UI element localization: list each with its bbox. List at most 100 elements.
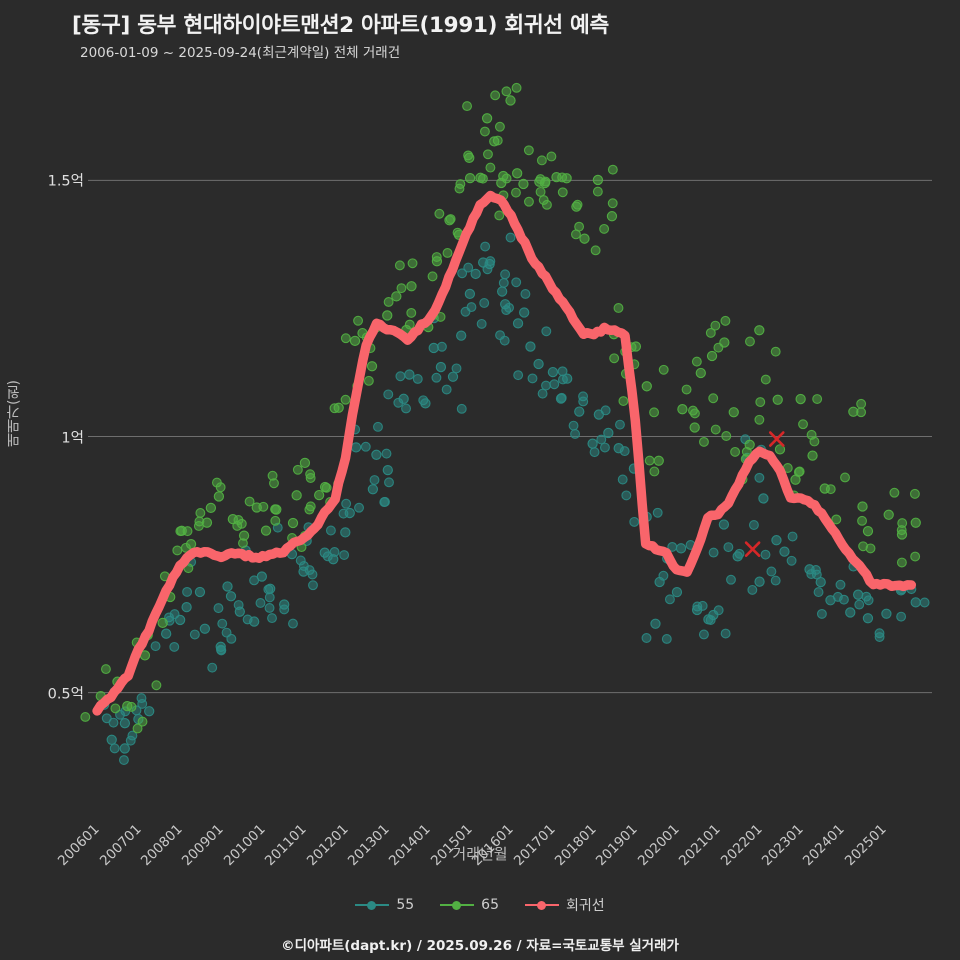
data-point xyxy=(807,450,818,461)
data-point xyxy=(587,438,598,449)
data-point xyxy=(512,318,524,329)
data-point xyxy=(431,372,442,383)
data-point xyxy=(689,422,700,433)
data-point xyxy=(649,466,660,477)
data-point xyxy=(766,566,777,577)
data-point xyxy=(157,617,168,629)
data-point xyxy=(518,178,529,190)
chart-legend[interactable]: 55 65 회귀선 xyxy=(0,895,960,915)
legend-label: 회귀선 xyxy=(566,898,605,914)
data-point xyxy=(523,145,534,156)
data-point xyxy=(267,613,277,624)
data-point xyxy=(650,618,661,629)
data-point xyxy=(340,394,351,405)
data-point xyxy=(590,245,601,256)
data-point xyxy=(881,608,892,619)
data-point xyxy=(730,446,741,457)
data-point xyxy=(658,570,669,581)
data-point xyxy=(349,335,361,347)
data-point xyxy=(464,152,475,163)
data-point xyxy=(862,613,874,624)
data-point xyxy=(721,431,732,441)
data-point xyxy=(119,743,130,754)
data-point xyxy=(406,307,417,318)
data-point xyxy=(381,448,392,459)
y-tick-label: 0.5억 xyxy=(47,686,84,703)
data-point xyxy=(562,373,573,384)
data-point xyxy=(856,398,867,409)
data-point xyxy=(710,424,721,435)
data-point xyxy=(520,288,531,299)
data-point xyxy=(373,421,383,432)
data-point xyxy=(856,407,867,418)
data-point xyxy=(314,489,325,501)
data-point xyxy=(523,196,534,207)
data-point xyxy=(329,403,340,414)
data-point xyxy=(541,380,551,391)
data-point xyxy=(734,548,745,559)
data-point xyxy=(795,393,806,405)
data-point xyxy=(658,364,669,375)
data-point xyxy=(786,555,797,566)
data-point xyxy=(480,241,491,252)
data-point xyxy=(404,369,415,380)
data-point xyxy=(182,586,193,597)
data-point xyxy=(354,502,364,513)
data-point xyxy=(754,576,765,587)
data-point xyxy=(384,477,394,488)
legend-item-55[interactable]: 55 xyxy=(355,897,414,913)
data-point xyxy=(382,464,393,476)
data-point xyxy=(512,168,523,179)
data-point xyxy=(671,586,683,598)
data-point xyxy=(215,641,226,652)
data-point xyxy=(754,414,765,425)
data-point xyxy=(511,187,521,198)
data-point xyxy=(511,277,522,288)
data-point xyxy=(308,580,318,591)
data-point xyxy=(395,371,406,382)
data-point xyxy=(525,341,536,352)
data-point xyxy=(456,330,467,341)
legend-item-회귀선[interactable]: 회귀선 xyxy=(525,895,605,915)
data-point xyxy=(485,162,496,173)
data-point xyxy=(511,82,522,93)
data-point xyxy=(441,384,452,395)
data-point xyxy=(621,490,632,501)
data-point xyxy=(279,604,290,615)
data-point xyxy=(199,623,211,634)
data-point xyxy=(495,330,505,341)
data-point xyxy=(182,526,193,537)
data-point xyxy=(287,517,299,529)
data-point xyxy=(863,595,874,606)
data-point xyxy=(779,546,790,557)
data-point xyxy=(150,641,161,652)
data-point xyxy=(571,229,581,240)
data-point xyxy=(249,616,260,627)
data-point xyxy=(835,579,846,590)
data-point xyxy=(889,487,900,498)
data-point xyxy=(505,232,516,243)
data-point xyxy=(172,545,183,556)
data-point xyxy=(339,550,350,560)
data-point xyxy=(754,472,765,483)
data-point xyxy=(217,618,228,629)
data-point xyxy=(831,514,842,525)
data-point xyxy=(832,591,843,602)
data-point xyxy=(688,405,698,416)
data-point xyxy=(603,427,614,439)
data-point xyxy=(127,730,138,741)
data-point xyxy=(291,490,302,501)
data-point xyxy=(207,662,218,673)
data-point xyxy=(862,526,874,537)
legend-swatch-icon xyxy=(440,899,475,911)
data-point xyxy=(653,455,664,466)
data-point xyxy=(599,223,610,234)
data-point xyxy=(460,306,471,317)
data-point xyxy=(845,607,856,618)
data-point xyxy=(404,319,415,330)
data-point xyxy=(494,210,505,221)
legend-item-65[interactable]: 65 xyxy=(440,897,499,913)
data-point xyxy=(578,396,589,407)
